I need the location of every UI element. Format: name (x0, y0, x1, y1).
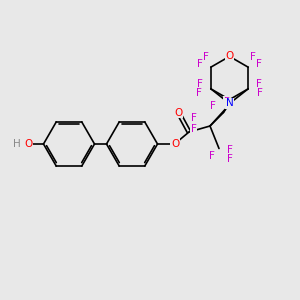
Text: F: F (196, 88, 202, 98)
Text: F: F (197, 59, 203, 69)
Text: F: F (226, 154, 232, 164)
Text: F: F (203, 52, 209, 62)
Text: O: O (24, 139, 33, 149)
Text: F: F (257, 88, 262, 98)
Text: N: N (226, 98, 233, 109)
Text: H: H (13, 139, 20, 149)
Text: F: F (250, 52, 256, 62)
Text: F: F (208, 151, 214, 161)
Text: O: O (171, 139, 179, 149)
Text: F: F (256, 59, 262, 69)
Text: F: F (226, 145, 232, 155)
Text: F: F (210, 101, 216, 112)
Text: F: F (197, 79, 203, 89)
Text: O: O (225, 51, 234, 62)
Text: F: F (224, 97, 230, 107)
Text: F: F (190, 113, 196, 124)
Text: F: F (256, 79, 262, 89)
Text: O: O (174, 107, 183, 118)
Text: F: F (190, 124, 196, 134)
